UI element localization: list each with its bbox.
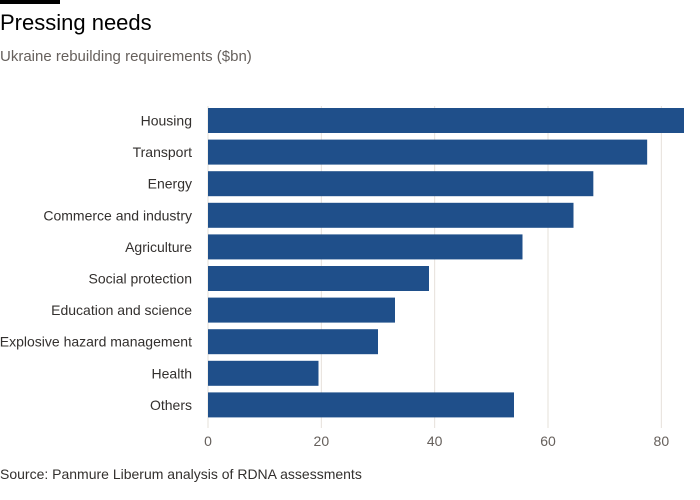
x-tick-label: 20: [314, 433, 330, 449]
bar: [208, 360, 319, 386]
category-label: Explosive hazard management: [0, 334, 192, 350]
category-label: Health: [152, 365, 192, 381]
category-label: Agriculture: [125, 239, 192, 255]
x-tick-labels: 0 20 40 60 80: [204, 433, 669, 449]
category-label: Housing: [141, 113, 192, 129]
bar: [208, 171, 594, 197]
category-label: Social protection: [88, 271, 192, 287]
bar: [208, 202, 574, 228]
chart-title: Pressing needs: [0, 10, 152, 35]
bar: [208, 108, 684, 133]
category-label: Education and science: [51, 302, 192, 318]
x-tick-label: 60: [540, 433, 556, 449]
chart-subtitle: Ukraine rebuilding requirements ($bn): [0, 48, 252, 65]
x-tick-label: 0: [204, 433, 212, 449]
bar: [208, 139, 648, 165]
bar: [208, 297, 395, 323]
category-label: Commerce and industry: [43, 207, 192, 223]
category-labels: Housing Transport Energy Commerce and indus…: [0, 113, 192, 413]
bar: [208, 266, 429, 291]
category-label: Others: [150, 397, 192, 413]
bars: [208, 108, 684, 418]
x-tick-label: 40: [427, 433, 443, 449]
top-accent-rule: [0, 0, 60, 4]
category-label: Energy: [148, 176, 192, 192]
bar: [208, 392, 514, 418]
source-note: Source: Panmure Liberum analysis of RDNA…: [0, 466, 362, 482]
bar: [208, 329, 378, 355]
x-tick-label: 80: [654, 433, 670, 449]
bar: [208, 234, 523, 260]
category-label: Transport: [133, 144, 193, 160]
